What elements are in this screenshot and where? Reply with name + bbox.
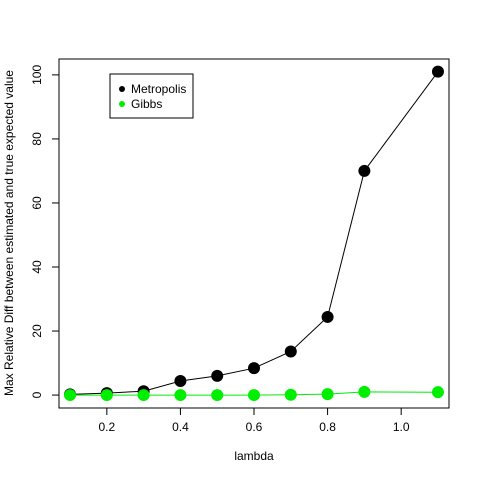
data-point-gibbs [64, 389, 77, 402]
y-tick-label: 0 [30, 391, 44, 398]
data-point-metropolis [431, 65, 444, 78]
data-point-gibbs [358, 385, 371, 398]
y-tick-label: 100 [30, 65, 44, 85]
x-axis: 0.2 0.4 0.6 0.8 1.0 [98, 408, 410, 434]
y-axis: 0 20 40 60 80 100 [30, 65, 59, 398]
data-point-gibbs [284, 388, 297, 401]
x-axis-label: lambda [234, 449, 274, 463]
y-tick-label: 60 [30, 196, 44, 210]
data-point-gibbs [100, 389, 113, 402]
data-point-metropolis [358, 164, 371, 177]
data-point-metropolis [321, 310, 334, 323]
data-point-gibbs [174, 389, 187, 402]
series-line-gibbs [70, 391, 439, 396]
x-tick-label: 0.6 [246, 420, 263, 434]
data-point-metropolis [248, 362, 260, 375]
legend-box [109, 73, 194, 119]
legend-label-metropolis: Metropolis [131, 82, 186, 96]
x-tick-label: 0.2 [98, 420, 115, 434]
data-point-gibbs [137, 389, 150, 402]
data-point-gibbs [431, 386, 444, 399]
x-tick-label: 0.4 [172, 420, 189, 434]
data-point-metropolis [284, 345, 297, 358]
series-layer [64, 65, 444, 402]
x-tick-label: 1.0 [393, 420, 410, 434]
series-line-metropolis [69, 71, 439, 395]
data-point-metropolis [174, 374, 187, 387]
y-tick-label: 40 [30, 260, 44, 274]
data-point-gibbs [211, 389, 224, 402]
data-point-gibbs [248, 389, 260, 402]
y-axis-label: Max Relative Diff between estimated and … [2, 70, 16, 396]
x-tick-label: 0.8 [319, 420, 336, 434]
legend-marker-gibbs [119, 101, 125, 107]
data-point-metropolis [211, 369, 224, 382]
y-tick-label: 20 [30, 324, 44, 338]
legend-label-gibbs: Gibbs [131, 97, 162, 111]
data-point-gibbs [321, 388, 334, 401]
y-tick-label: 80 [30, 132, 44, 146]
legend-marker-metropolis [119, 86, 125, 92]
legend: Metropolis Gibbs [109, 73, 194, 119]
